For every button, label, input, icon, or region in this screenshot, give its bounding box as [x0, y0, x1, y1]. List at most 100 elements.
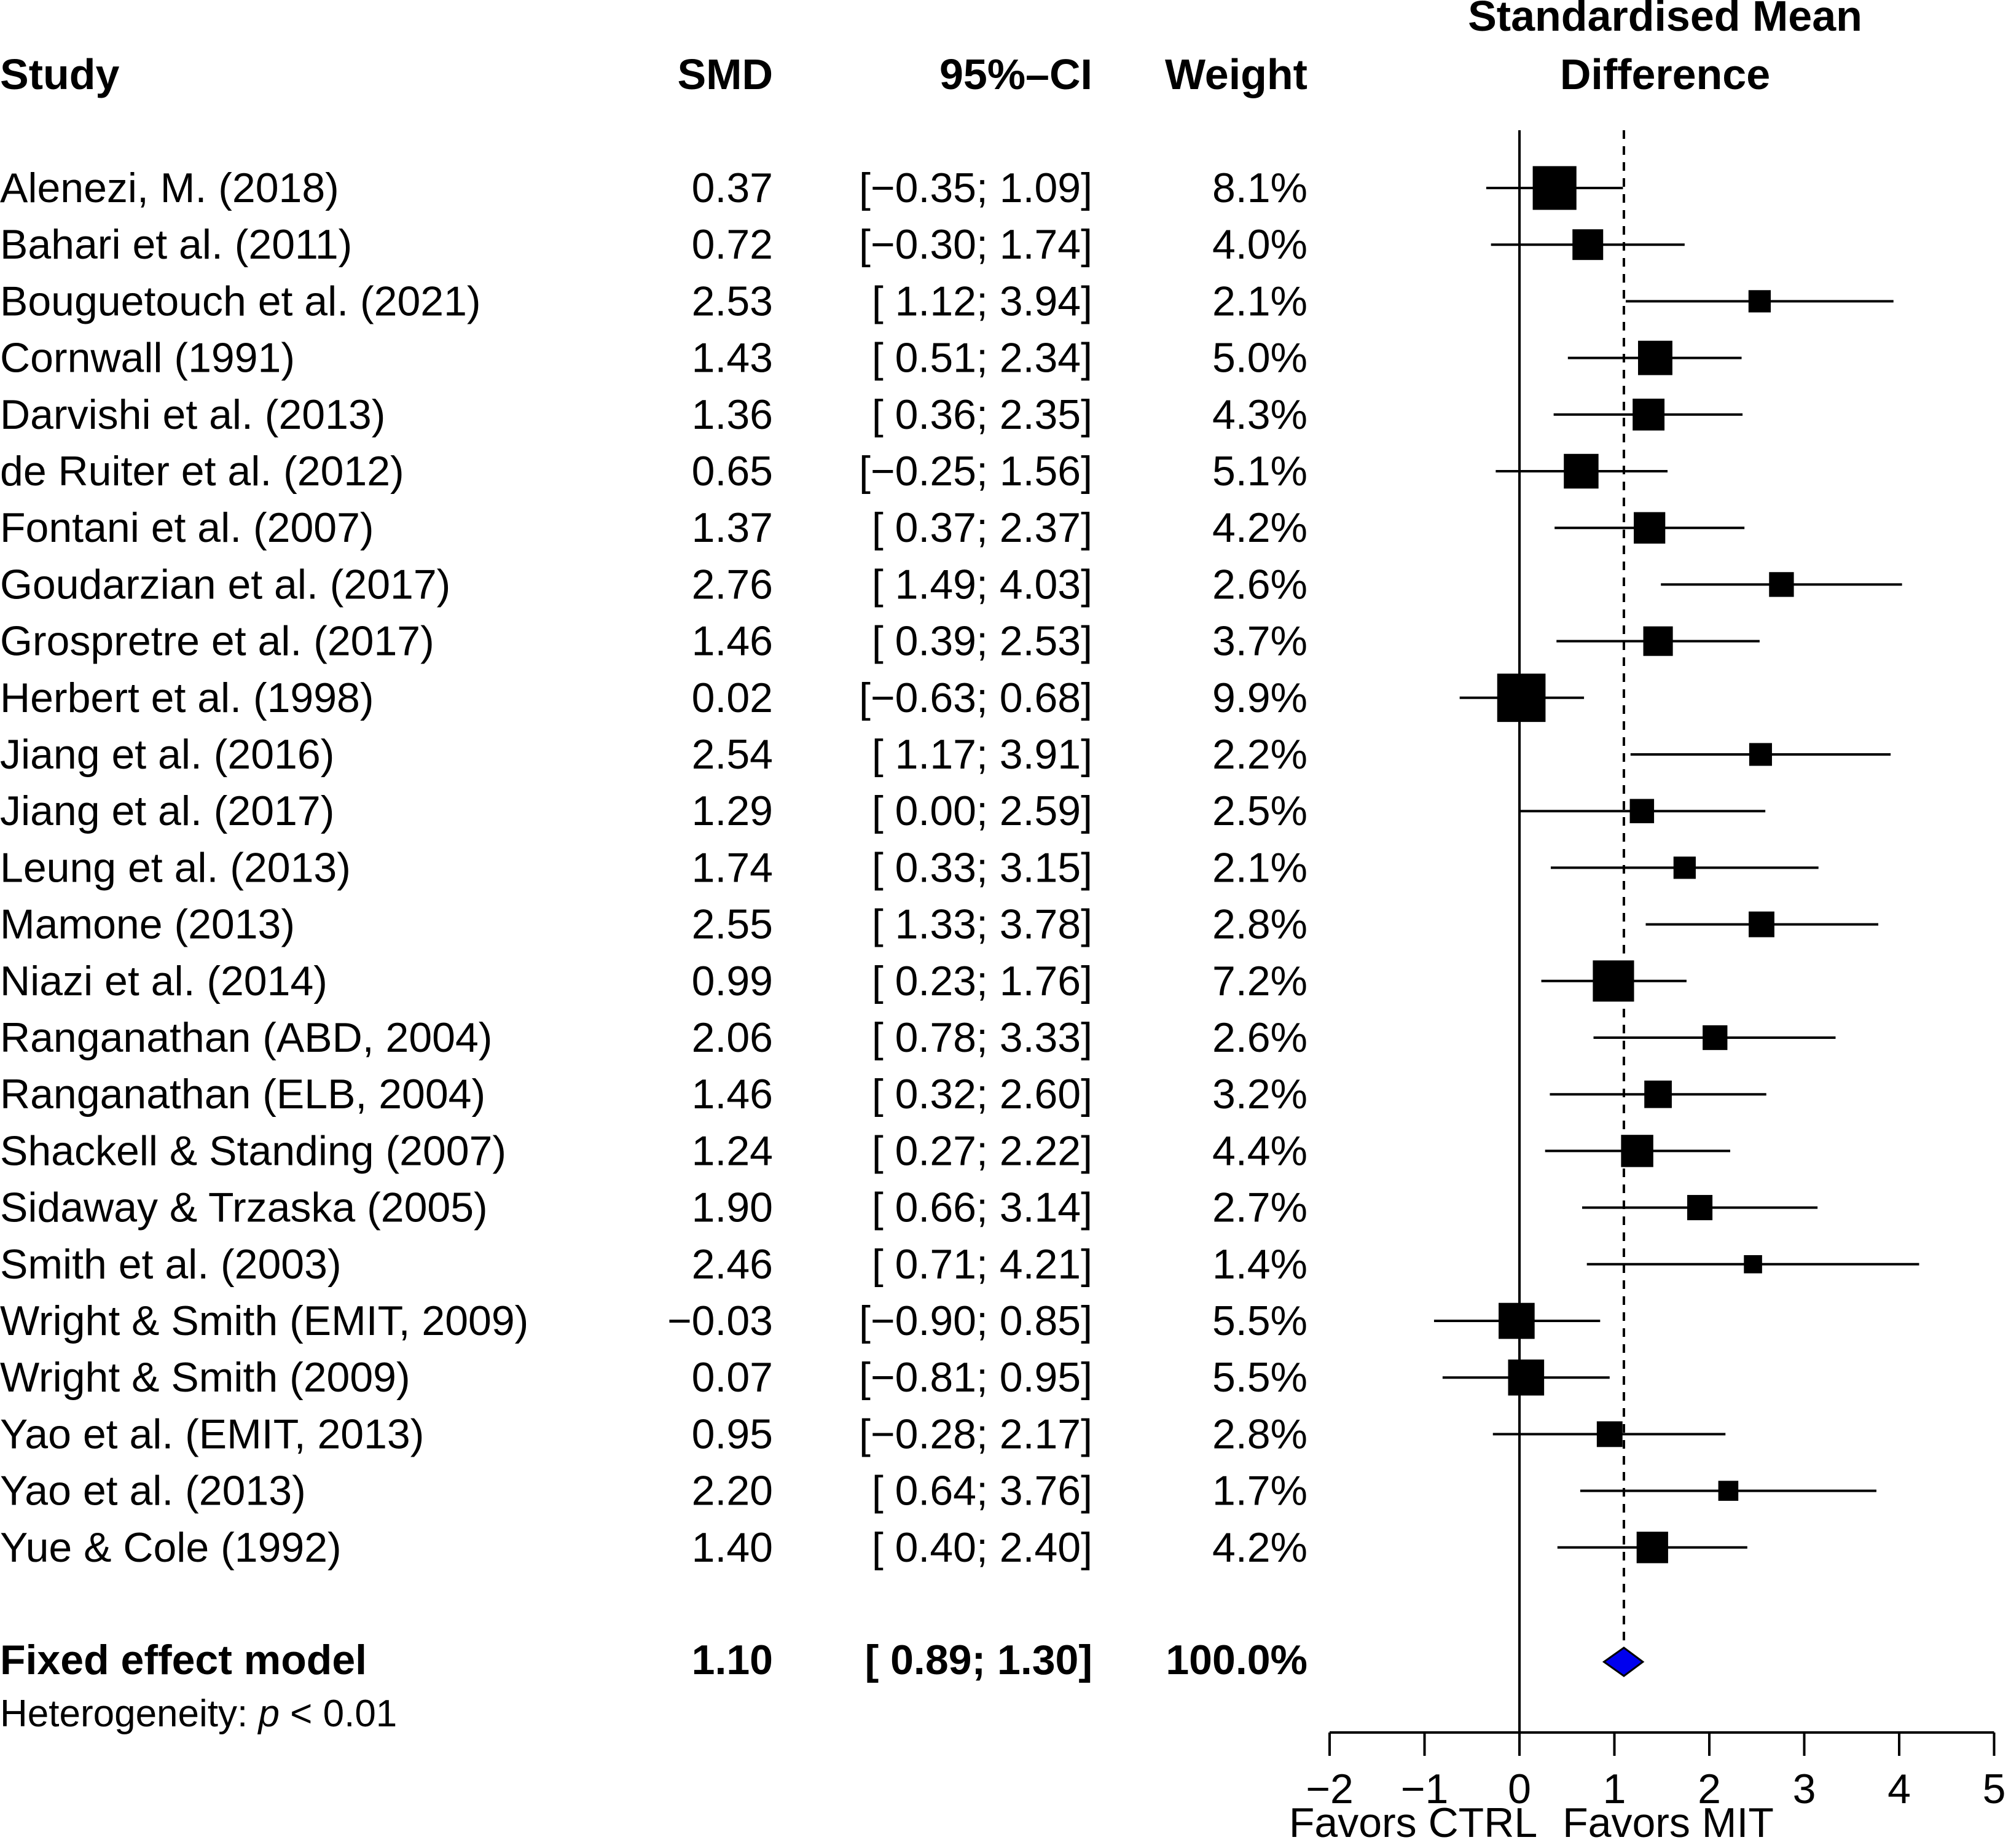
- study-row: Darvishi et al. (2013) 1.36 [ 0.36; 2.35] 4…: [0, 391, 1307, 438]
- study-row: Bouguetouch et al. (2021) 2.53 [ 1.12; 3.9…: [0, 278, 1307, 324]
- plot-title-line2: Difference: [1560, 50, 1770, 98]
- study-weight: 2.1%: [1212, 278, 1307, 324]
- plot-area: −2 −1 0 1 2 3 4 5: [1306, 130, 2005, 1812]
- study-ci: [ 1.49; 4.03]: [872, 561, 1092, 608]
- study-smd: 0.37: [692, 165, 773, 211]
- study-row: Leung et al. (2013) 1.74 [ 0.33; 3.15] 2.1%: [0, 844, 1307, 891]
- study-ci: [ 0.51; 2.34]: [872, 335, 1092, 382]
- study-weight: 4.2%: [1212, 1524, 1307, 1571]
- study-name: Ranganathan (ABD, 2004): [0, 1014, 492, 1061]
- study-name: Mamone (2013): [0, 901, 295, 948]
- study-row: Jiang et al. (2017) 1.29 [ 0.00; 2.59] 2.5%: [0, 788, 1307, 834]
- study-smd: 2.53: [692, 278, 773, 324]
- study-name: Cornwall (1991): [0, 335, 295, 382]
- study-effect-square: [1673, 856, 1696, 879]
- study-name: Grospretre et al. (2017): [0, 618, 434, 665]
- study-name: Darvishi et al. (2013): [0, 391, 385, 438]
- study-effect-square: [1643, 626, 1673, 656]
- x-axis-tick-label: 3: [1793, 1766, 1816, 1812]
- study-row: Herbert et al. (1998) 0.02 [−0.63; 0.68] 9.…: [0, 675, 1307, 721]
- study-effect-square: [1497, 673, 1546, 722]
- study-ci: [ 1.17; 3.91]: [872, 731, 1092, 778]
- study-row: Wright & Smith (EMIT, 2009) −0.03 [−0.90; …: [0, 1298, 1307, 1344]
- study-smd: 1.24: [692, 1127, 773, 1174]
- study-row: Mamone (2013) 2.55 [ 1.33; 3.78] 2.8%: [0, 901, 1307, 948]
- study-effect-square: [1572, 229, 1604, 260]
- study-smd: 1.46: [692, 1071, 773, 1118]
- study-row: de Ruiter et al. (2012) 0.65 [−0.25; 1.56]…: [0, 448, 1307, 495]
- study-ci: [ 0.27; 2.22]: [872, 1127, 1092, 1174]
- study-smd: 1.40: [692, 1524, 773, 1571]
- study-weight: 1.4%: [1212, 1241, 1307, 1288]
- study-smd: 1.37: [692, 504, 773, 551]
- study-smd: 2.76: [692, 561, 773, 608]
- study-name: Herbert et al. (1998): [0, 675, 374, 721]
- header-ci: 95%–CI: [939, 50, 1092, 98]
- x-axis-tick-label: −1: [1401, 1766, 1449, 1812]
- study-name: Yao et al. (2013): [0, 1468, 306, 1514]
- study-effect-square: [1718, 1481, 1739, 1501]
- study-weight: 4.4%: [1212, 1127, 1307, 1174]
- study-row: Yao et al. (2013) 2.20 [ 0.64; 3.76] 1.7%: [0, 1468, 1307, 1514]
- study-effect-square: [1687, 1195, 1713, 1221]
- xlabel-favors-ctrl: Favors CTRL: [1289, 1799, 1537, 1846]
- study-smd: 0.07: [692, 1354, 773, 1401]
- study-effect-square: [1769, 572, 1794, 597]
- study-weight: 2.6%: [1212, 1014, 1307, 1061]
- study-ci: [−0.63; 0.68]: [859, 675, 1092, 721]
- study-name: Niazi et al. (2014): [0, 958, 327, 1004]
- study-weight: 5.5%: [1212, 1354, 1307, 1401]
- study-ci: [ 0.33; 3.15]: [872, 844, 1092, 891]
- heterogeneity-suffix: < 0.01: [280, 1693, 397, 1735]
- study-weight: 3.7%: [1212, 618, 1307, 665]
- study-weight: 4.0%: [1212, 221, 1307, 268]
- study-smd: 2.20: [692, 1468, 773, 1514]
- study-effect-square: [1644, 1080, 1672, 1108]
- xlabel-favors-mit: Favors MIT: [1562, 1799, 1774, 1846]
- study-weight: 2.5%: [1212, 788, 1307, 834]
- study-name: Bouguetouch et al. (2021): [0, 278, 481, 324]
- study-row: Sidaway & Trzaska (2005) 1.90 [ 0.66; 3.14…: [0, 1184, 1307, 1231]
- study-effect-square: [1593, 960, 1634, 1002]
- study-effect-square: [1748, 290, 1771, 313]
- study-row: Alenezi, M. (2018) 0.37 [−0.35; 1.09] 8.1%: [0, 165, 1307, 211]
- study-effect-square: [1634, 512, 1666, 544]
- study-name: Sidaway & Trzaska (2005): [0, 1184, 488, 1231]
- study-name: Fontani et al. (2007): [0, 504, 374, 551]
- study-name: Yao et al. (EMIT, 2013): [0, 1411, 424, 1457]
- study-ci: [ 0.00; 2.59]: [872, 788, 1092, 834]
- study-smd: 2.06: [692, 1014, 773, 1061]
- study-weight: 5.5%: [1212, 1298, 1307, 1344]
- heterogeneity-text: Heterogeneity: p < 0.01: [0, 1693, 397, 1735]
- study-smd: 1.90: [692, 1184, 773, 1231]
- study-row: Goudarzian et al. (2017) 2.76 [ 1.49; 4.03…: [0, 561, 1307, 608]
- study-row: Ranganathan (ELB, 2004) 1.46 [ 0.32; 2.60]…: [0, 1071, 1307, 1118]
- study-ci: [ 0.64; 3.76]: [872, 1468, 1092, 1514]
- study-smd: 1.43: [692, 335, 773, 382]
- study-name: Bahari et al. (2011): [0, 221, 352, 268]
- study-effect-square: [1508, 1359, 1545, 1396]
- study-row: Yao et al. (EMIT, 2013) 0.95 [−0.28; 2.17]…: [0, 1411, 1307, 1457]
- study-effect-square: [1499, 1302, 1535, 1339]
- study-smd: 1.74: [692, 844, 773, 891]
- study-row: Jiang et al. (2016) 2.54 [ 1.17; 3.91] 2.2%: [0, 731, 1307, 778]
- study-smd: 0.65: [692, 448, 773, 495]
- x-axis-tick-label: 2: [1698, 1766, 1721, 1812]
- heterogeneity-prefix: Heterogeneity:: [0, 1693, 258, 1735]
- study-name: Goudarzian et al. (2017): [0, 561, 450, 608]
- study-ci: [ 0.23; 1.76]: [872, 958, 1092, 1004]
- study-ci: [ 0.71; 4.21]: [872, 1241, 1092, 1288]
- study-effect-square: [1532, 166, 1577, 210]
- study-smd: 0.95: [692, 1411, 773, 1457]
- study-name: Leung et al. (2013): [0, 844, 351, 891]
- header-study: Study: [0, 50, 120, 98]
- study-weight: 8.1%: [1212, 165, 1307, 211]
- pooled-label: Fixed effect model: [0, 1637, 367, 1683]
- study-smd: 1.46: [692, 618, 773, 665]
- study-weight: 2.8%: [1212, 901, 1307, 948]
- study-smd: 0.72: [692, 221, 773, 268]
- study-weight: 7.2%: [1212, 958, 1307, 1004]
- study-smd: 0.99: [692, 958, 773, 1004]
- study-ci: [ 0.36; 2.35]: [872, 391, 1092, 438]
- study-weight: 5.1%: [1212, 448, 1307, 495]
